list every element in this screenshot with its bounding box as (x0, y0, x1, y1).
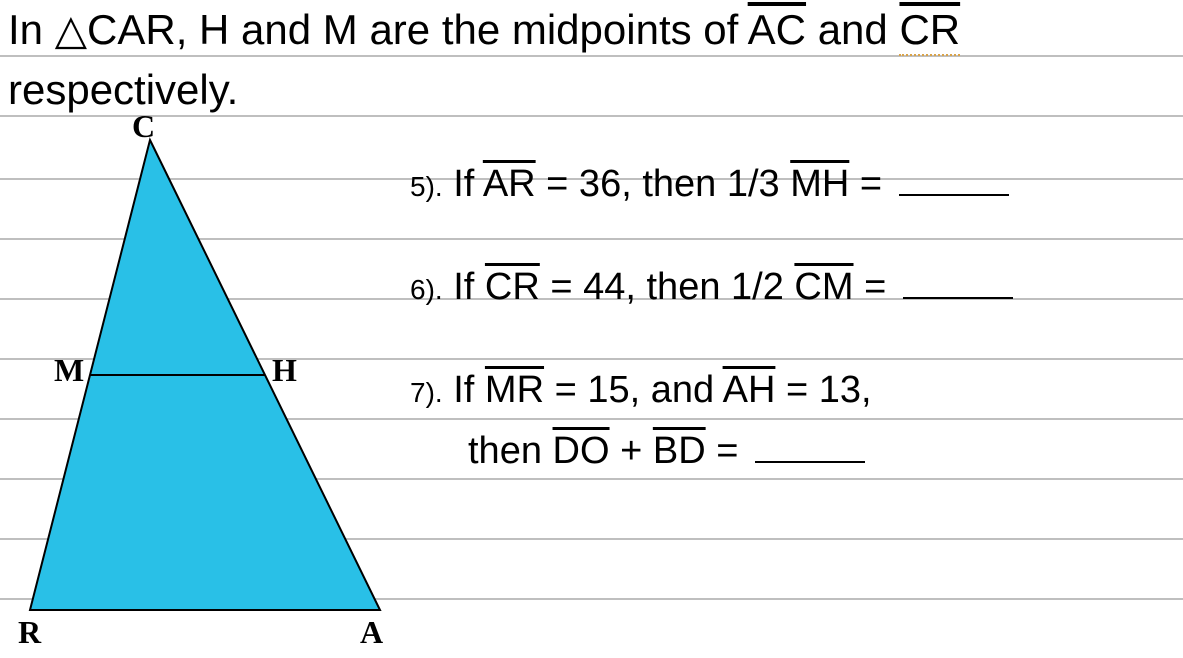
vertex-label-a: A (360, 614, 383, 651)
txt: and (806, 6, 899, 53)
vertex-label-c: C (132, 108, 155, 145)
question-6: 6). If CR = 44, then 1/2 CM = (410, 258, 1163, 319)
segment-bd: BD (653, 430, 706, 472)
txt: then (468, 430, 553, 472)
segment-mr: MR (485, 369, 544, 411)
segment-do: DO (553, 430, 610, 472)
txt: = 15, and (544, 369, 723, 411)
vertex-label-m: M (54, 352, 84, 389)
txt: , H and M are the midpoints of (176, 6, 748, 53)
txt: In (8, 6, 55, 53)
txt: If (443, 369, 485, 411)
q6-answer-blank[interactable] (903, 261, 1013, 299)
segment-cr: CR (899, 6, 960, 56)
triangle-symbol-icon: △ (55, 6, 87, 53)
q6-number: 6). (410, 274, 443, 305)
txt: = 44, then 1/2 (540, 266, 795, 308)
segment-mh: MH (790, 163, 849, 205)
txt: = 13, (775, 369, 871, 411)
segment-cm: CM (794, 266, 853, 308)
header-line1: In △CAR, H and M are the midpoints of AC… (8, 6, 960, 56)
question-5: 5). If AR = 36, then 1/3 MH = (410, 155, 1163, 216)
problem-statement: In △CAR, H and M are the midpoints of AC… (8, 0, 1175, 120)
txt: = (849, 163, 892, 205)
question-7: 7). If MR = 15, and AH = 13, then DO + B… (410, 361, 1163, 480)
vertex-label-r: R (18, 614, 41, 651)
q7-number: 7). (410, 377, 443, 408)
triangle-figure: C M H R A (20, 130, 400, 640)
q5-number: 5). (410, 171, 443, 202)
segment-ac: AC (748, 6, 806, 53)
questions-block: 5). If AR = 36, then 1/3 MH = 6). If CR … (410, 155, 1163, 522)
triangle-name: CAR (87, 6, 176, 53)
txt: = 36, then 1/3 (536, 163, 791, 205)
segment-cr-2: CR (485, 266, 540, 308)
txt: = (854, 266, 897, 308)
vertex-label-h: H (272, 352, 297, 389)
txt: + (610, 430, 653, 472)
txt: = (706, 430, 749, 472)
q5-answer-blank[interactable] (899, 158, 1009, 196)
txt: If (443, 163, 483, 205)
segment-ar: AR (483, 163, 536, 205)
txt: If (443, 266, 485, 308)
segment-ah: AH (723, 369, 776, 411)
header-line2: respectively. (8, 66, 238, 113)
q7-answer-blank[interactable] (755, 425, 865, 463)
